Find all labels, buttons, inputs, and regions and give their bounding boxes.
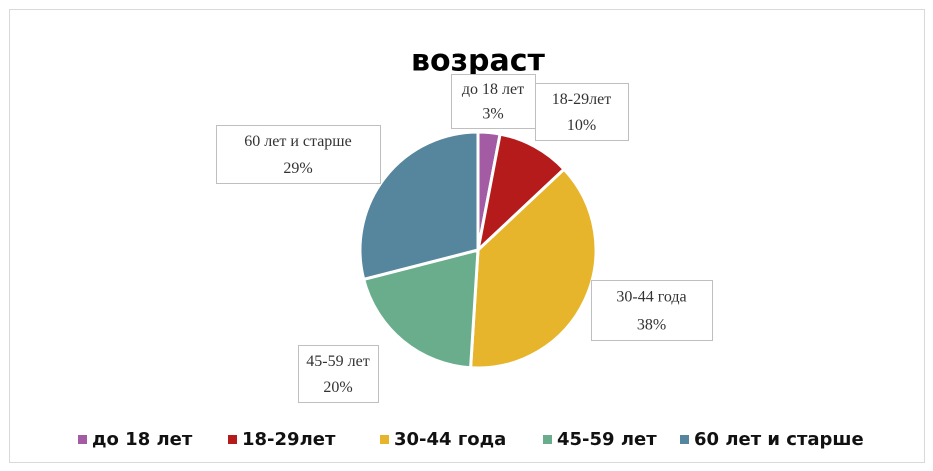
callout-box — [216, 125, 381, 184]
callout-box — [298, 345, 379, 403]
pie — [358, 130, 598, 370]
data-label-category: 45-59 лет — [306, 353, 369, 370]
legend-label: до 18 лет — [92, 429, 193, 450]
data-label-value: 20% — [323, 379, 352, 396]
chart-title: возраст — [411, 44, 546, 79]
legend-swatch — [78, 435, 87, 444]
legend-swatch — [380, 435, 389, 444]
data-label-category: 18-29лет — [552, 91, 611, 108]
data-label-category: 30-44 года — [616, 289, 686, 306]
legend-label: 30-44 года — [394, 429, 506, 450]
data-labels: до 18 лет 3% 18-29лет 10% 30-44 года 38% 45-59… — [216, 74, 713, 403]
callout-box — [591, 280, 713, 341]
legend-label: 45-59 лет — [557, 429, 657, 450]
data-label-category: до 18 лет — [462, 81, 524, 98]
data-label-value: 3% — [482, 106, 503, 123]
pie-slice — [361, 248, 480, 370]
data-label-value: 29% — [283, 160, 312, 177]
data-label-category: 60 лет и старше — [244, 133, 351, 150]
pie-slice — [468, 167, 598, 370]
callout-box — [451, 74, 536, 129]
legend-swatch — [680, 435, 689, 444]
legend: до 18 лет 18-29лет 30-44 года 45-59 лет 60 л… — [78, 429, 864, 450]
callout-box — [535, 83, 629, 141]
legend-swatch — [543, 435, 552, 444]
legend-label: 18-29лет — [242, 429, 336, 450]
data-label-value: 38% — [637, 316, 666, 333]
pie-slice — [358, 130, 480, 282]
legend-swatch — [228, 435, 237, 444]
data-label-value: 10% — [567, 117, 596, 134]
legend-label: 60 лет и старше — [694, 429, 864, 450]
